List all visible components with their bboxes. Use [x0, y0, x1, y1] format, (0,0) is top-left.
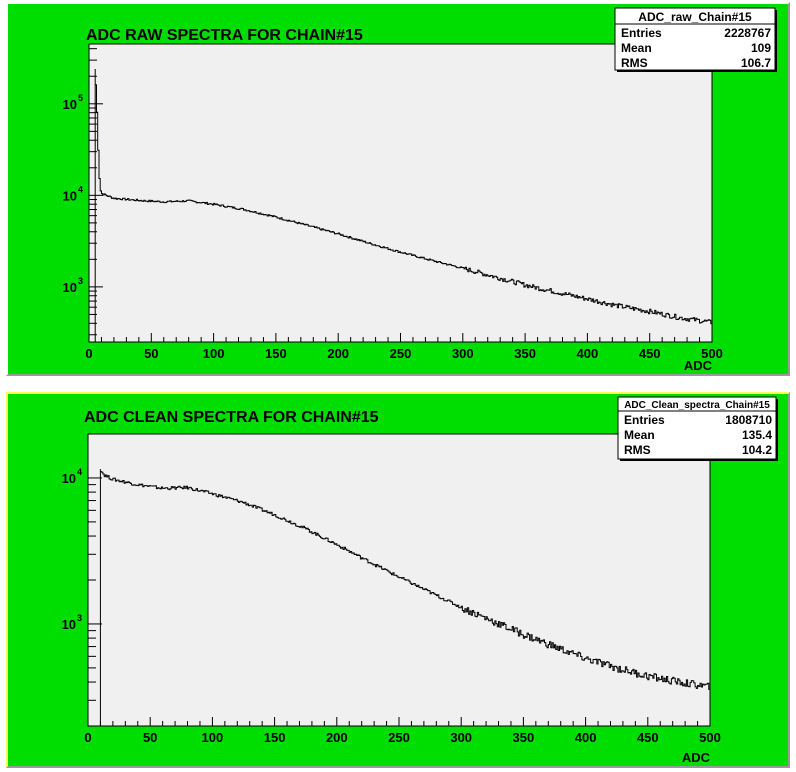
x-tick-label: 300: [452, 346, 474, 361]
plot-frame: [88, 43, 713, 343]
y-tick-label: 10: [63, 280, 77, 295]
x-tick-label: 150: [264, 730, 286, 745]
y-tick-exponent: 3: [77, 613, 82, 623]
stats-row-label: RMS: [621, 56, 648, 70]
stats-box: [617, 396, 777, 460]
y-tick-label: 10: [63, 188, 77, 203]
y-tick-label: 10: [63, 97, 77, 112]
y-tick-base: 10: [62, 617, 76, 632]
stats-row-value: 2228767: [724, 26, 771, 40]
stats-row-label: Mean: [624, 428, 655, 442]
x-tick-label: 500: [701, 346, 723, 361]
x-tick-label: 450: [637, 730, 659, 745]
chart-title: ADC RAW SPECTRA FOR CHAIN#15: [86, 27, 363, 44]
stats-name: ADC_raw_Chain#15: [638, 10, 752, 24]
x-tick-label: 0: [84, 730, 91, 745]
stats-row-value: 135.4: [742, 428, 772, 442]
raw-spectra-pad: 0 50 100 150 200 250 300 350 400 450 500 10 3 10 4 10 5 A…: [6, 2, 790, 376]
y-tick-exponent: 3: [78, 276, 83, 286]
stats-row-value: 1808710: [725, 413, 772, 427]
x-axis-label: ADC: [682, 750, 711, 765]
x-tick-label: 0: [85, 346, 92, 361]
y-tick-label: 10: [62, 471, 76, 486]
x-tick-label: 50: [143, 730, 157, 745]
stats-row-label: RMS: [624, 443, 651, 457]
stats-row-value: 109: [751, 41, 771, 55]
stats-name: ADC_Clean_spectra_Chain#15: [624, 400, 770, 411]
histogram-line: [99, 469, 710, 726]
y-tick-base: 10: [63, 280, 77, 295]
y-tick-exponent: 4: [78, 184, 83, 194]
x-tick-label: 100: [202, 730, 224, 745]
x-tick-label: 300: [450, 730, 472, 745]
x-tick-label: 350: [514, 346, 536, 361]
x-tick-label: 450: [639, 346, 661, 361]
histogram-line: [94, 69, 712, 342]
x-tick-label: 250: [388, 730, 410, 745]
x-tick-label: 250: [390, 346, 412, 361]
x-tick-label: 200: [326, 730, 348, 745]
x-tick-label: 50: [144, 346, 158, 361]
y-tick-exponent: 5: [78, 93, 83, 103]
x-tick-label: 400: [577, 346, 599, 361]
stats-row-label: Entries: [624, 413, 665, 427]
chart-title: ADC CLEAN SPECTRA FOR CHAIN#15: [84, 409, 379, 426]
plot-frame: [87, 433, 711, 727]
clean-spectra-pad: 0 50 100 150 200 250 300 350 400 450 500 10 3 10 4 ADC …: [6, 392, 790, 768]
x-axis-label: ADC: [684, 358, 713, 373]
y-tick-base: 10: [63, 188, 77, 203]
y-tick-base: 10: [62, 471, 76, 486]
stats-row-label: Entries: [621, 26, 662, 40]
x-tick-label: 200: [327, 346, 349, 361]
x-tick-label: 400: [575, 730, 597, 745]
x-tick-label: 150: [265, 346, 287, 361]
stats-row-value: 104.2: [742, 443, 772, 457]
stats-row-value: 106.7: [741, 56, 771, 70]
x-tick-label: 350: [513, 730, 535, 745]
x-tick-label: 500: [699, 730, 721, 745]
stats-row-label: Mean: [621, 41, 652, 55]
y-tick-exponent: 4: [77, 467, 82, 477]
x-tick-label: 100: [203, 346, 225, 361]
y-tick-label: 10: [62, 617, 76, 632]
y-tick-base: 10: [63, 97, 77, 112]
stats-box: [614, 7, 776, 71]
